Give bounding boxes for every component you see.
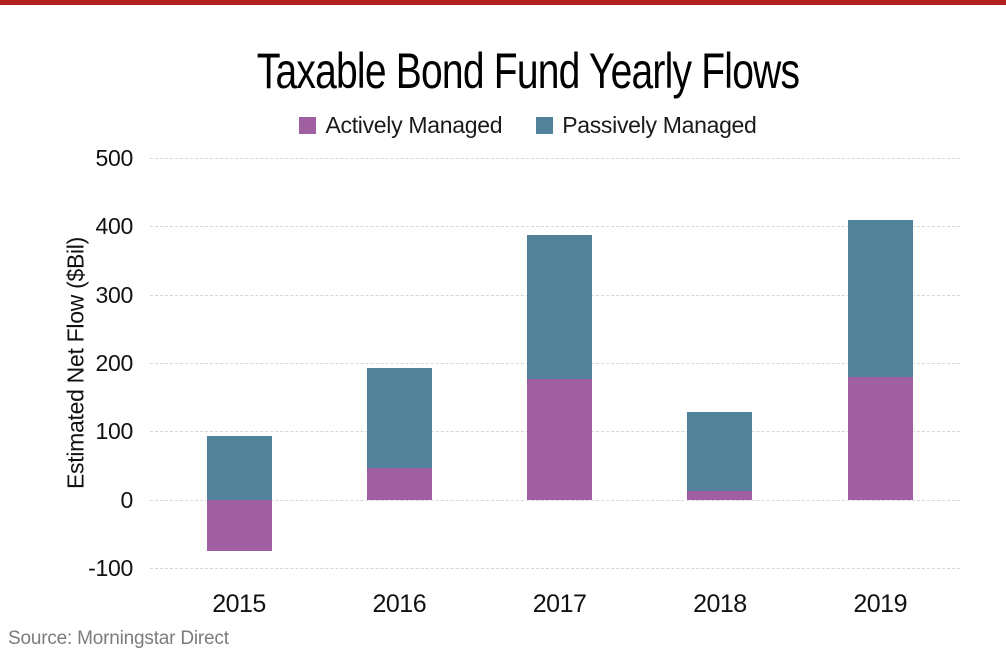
legend-swatch-actively-managed-icon — [299, 117, 317, 134]
x-tick-label-2019: 2019 — [853, 590, 907, 618]
y-tick-label-500: 500 — [95, 145, 134, 171]
bar-segment-passively-managed-2018 — [687, 412, 753, 491]
bar-segment-actively-managed-2016 — [366, 467, 432, 500]
bar-segment-actively-managed-2015 — [206, 499, 272, 551]
y-tick-label-100: 100 — [95, 418, 134, 445]
legend-item-passively-managed: Passively Managed — [536, 112, 757, 139]
y-tick-label-200: 200 — [95, 350, 134, 376]
x-tick-label-2016: 2016 — [372, 590, 427, 618]
x-tick-label-2018: 2018 — [693, 590, 747, 618]
bar-segment-passively-managed-2016 — [366, 367, 432, 468]
gridline-500 — [150, 158, 960, 159]
x-tick-label-2015: 2015 — [212, 590, 266, 618]
y-tick-label-400: 400 — [95, 213, 134, 240]
gridline--100 — [150, 568, 960, 569]
chart-title: Taxable Bond Fund Yearly Flows — [256, 43, 800, 99]
legend-swatch-passively-managed-icon — [536, 117, 554, 134]
bar-segment-actively-managed-2018 — [687, 490, 753, 500]
gridline-0 — [150, 499, 960, 501]
y-tick-label-300: 300 — [95, 281, 134, 308]
x-tick-label-2017: 2017 — [532, 590, 587, 618]
chart-header: Taxable Bond Fund Yearly Flows — [50, 0, 1006, 100]
y-tick-label-0: 0 — [120, 486, 134, 513]
legend-label-actively-managed: Actively Managed — [325, 112, 503, 138]
bar-segment-passively-managed-2019 — [847, 219, 913, 377]
legend: Actively Managed Passively Managed — [50, 112, 1006, 139]
legend-item-actively-managed: Actively Managed — [299, 112, 503, 139]
bar-segment-passively-managed-2017 — [527, 234, 593, 380]
y-axis-tick-labels: 500 400 300 200 100 0 -100 — [40, 145, 134, 581]
x-axis-tick-labels: 2015 2016 2017 2018 2019 — [150, 590, 960, 624]
bar-segment-actively-managed-2017 — [527, 379, 593, 500]
legend-label-passively-managed: Passively Managed — [562, 112, 757, 138]
bar-segment-passively-managed-2015 — [206, 436, 272, 500]
source-note: Source: Morningstar Direct — [8, 628, 229, 649]
plot-area — [150, 158, 960, 569]
top-accent-rule — [0, 0, 1006, 5]
gridline-400 — [150, 226, 960, 228]
bar-segment-actively-managed-2019 — [847, 376, 913, 500]
y-tick-label--100: -100 — [88, 555, 133, 581]
